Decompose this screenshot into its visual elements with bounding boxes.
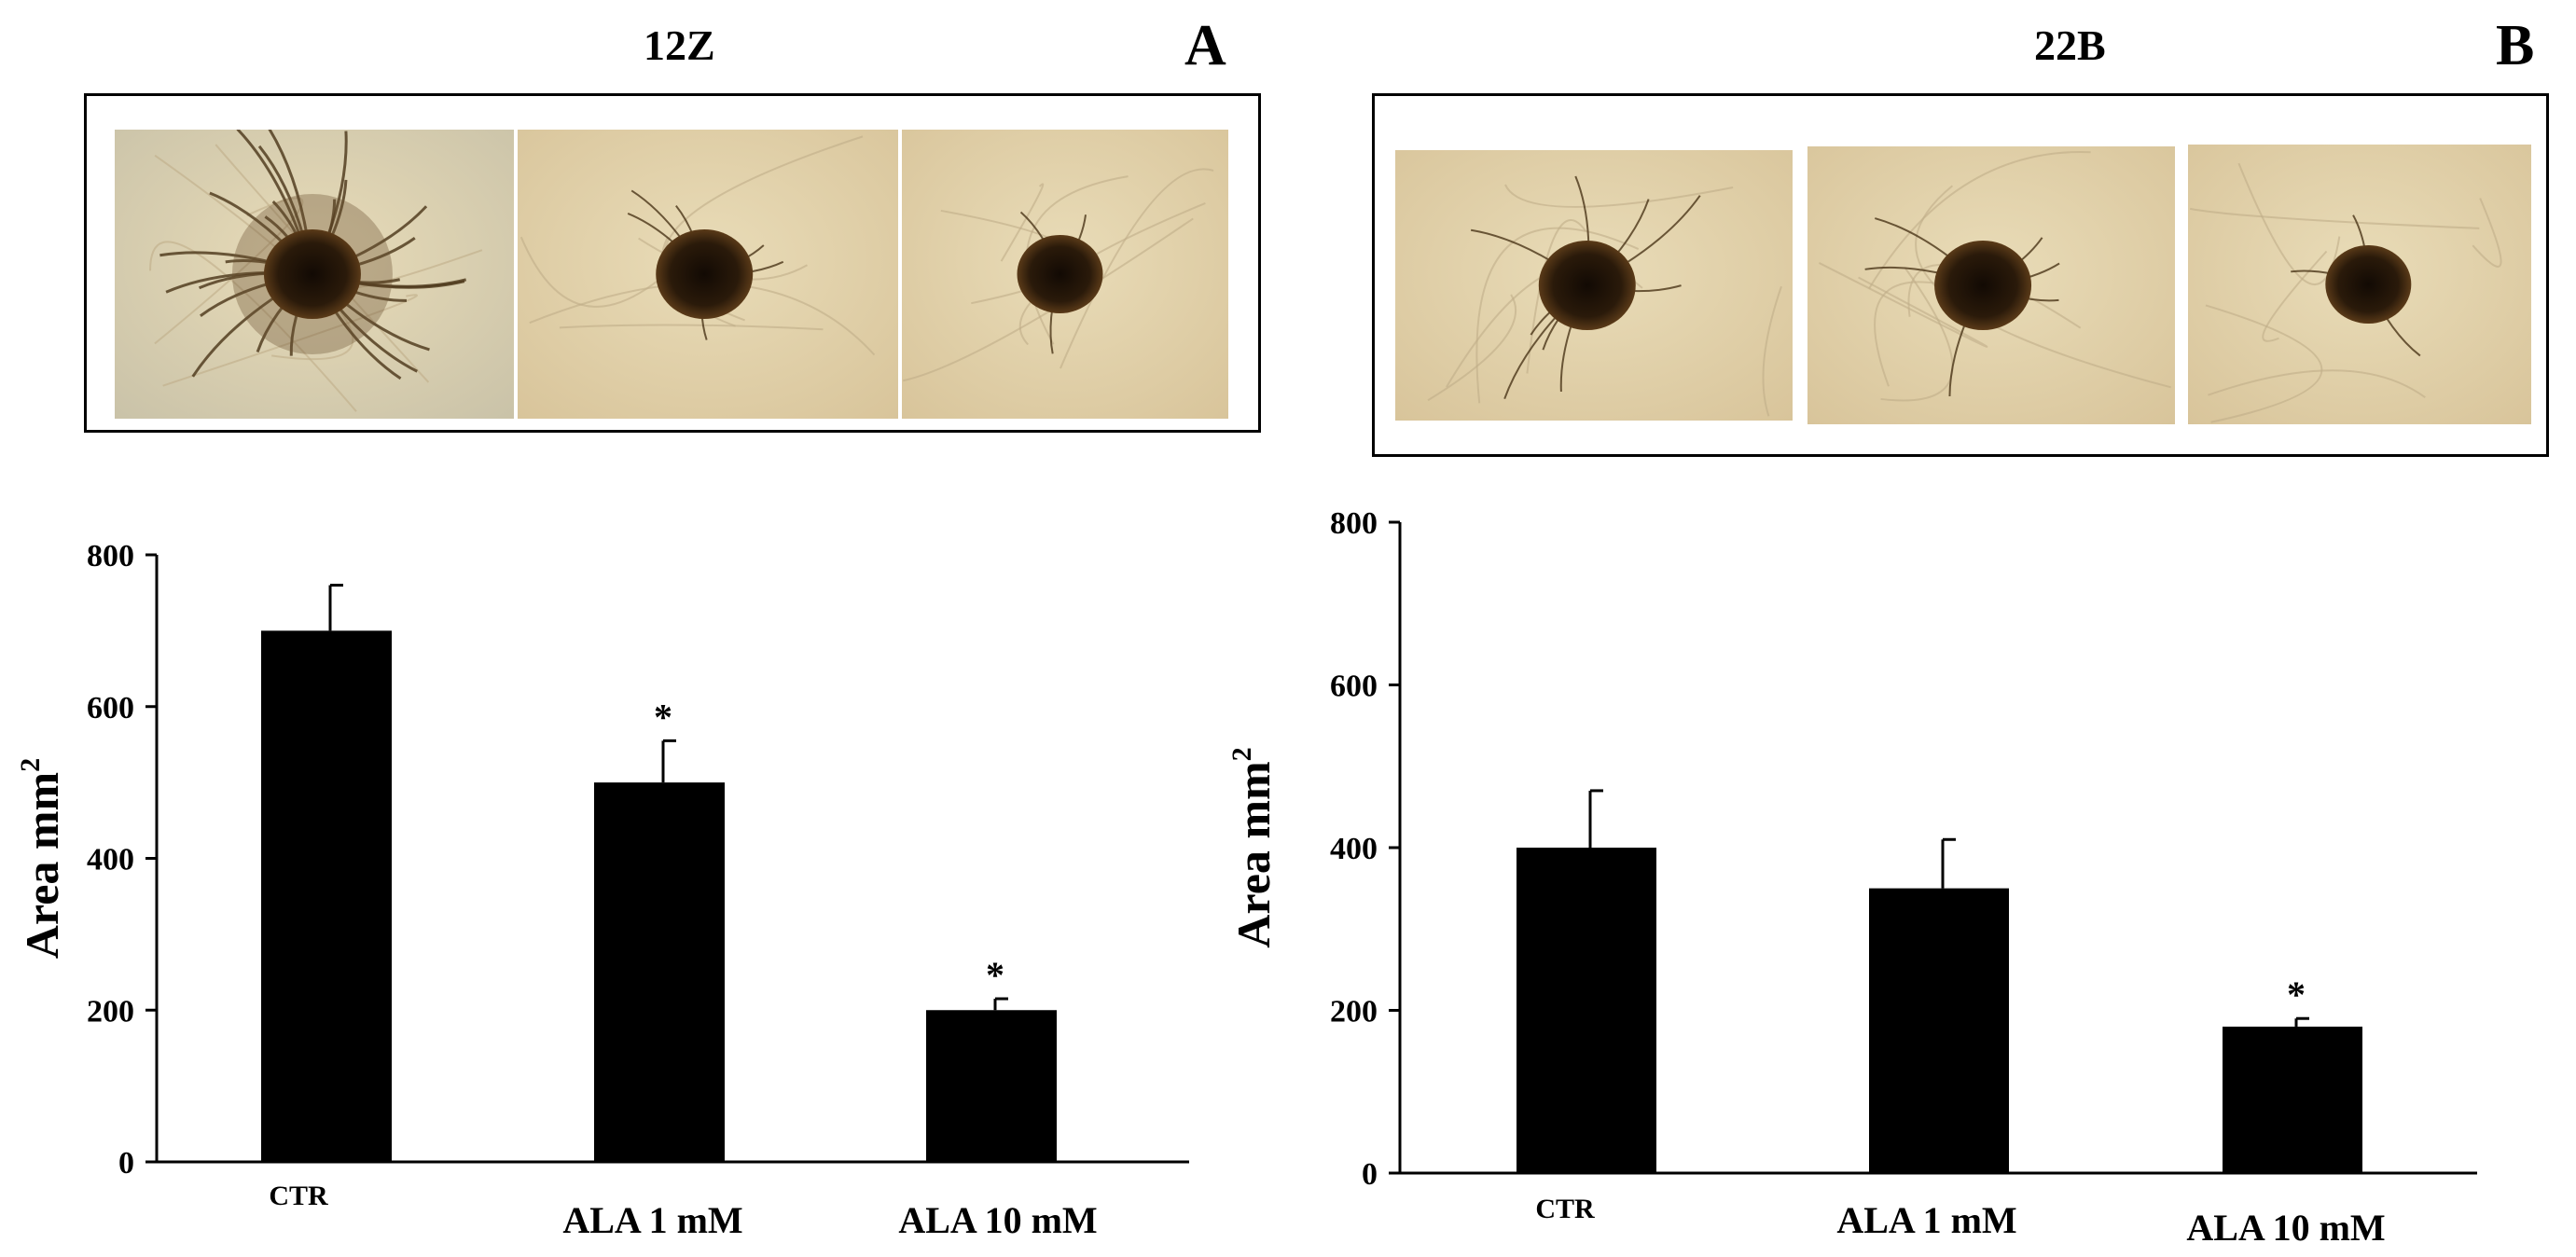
bar: [926, 1010, 1057, 1162]
panel-letter: A: [1184, 14, 1226, 77]
bar-chart-a: 0 200 400 600 800 Area mm2 CTR * ALA 1 mM * ALA 10…: [15, 539, 1189, 1241]
x-category-label: ALA 10 mM: [898, 1199, 1097, 1241]
x-category-label: ALA 10 mM: [2186, 1207, 2385, 1249]
y-axis-label: Area mm2: [15, 758, 68, 959]
bar: [2223, 1026, 2362, 1173]
x-category-label: ALA 1 mM: [1836, 1199, 2016, 1241]
y-axis-label: Area mm2: [1226, 747, 1280, 947]
bar-chart-b: 0 200 400 600 800 Area mm2 CTR ALA 1 mM * ALA 10 …: [1226, 506, 2477, 1249]
x-category-label: ALA 1 mM: [562, 1199, 742, 1241]
panel-letter: B: [2496, 14, 2535, 77]
significance-marker: *: [986, 954, 1004, 996]
bar: [1517, 848, 1656, 1173]
y-tick-label: 800: [1330, 506, 1378, 541]
x-category-label: CTR: [1535, 1194, 1595, 1224]
panel-b: 22B B 0 200 400 600 800 Area mm2 CTR ALA 1 mM * A…: [1226, 0, 2576, 1257]
bar: [261, 630, 392, 1162]
y-tick-label: 400: [1330, 832, 1378, 866]
y-tick-label: 600: [87, 691, 134, 725]
y-tick-label: 600: [1330, 670, 1378, 704]
micrograph-12z-ctr: [115, 130, 514, 419]
bar: [594, 782, 725, 1162]
y-tick-label: 0: [118, 1146, 134, 1181]
significance-marker: *: [2287, 974, 2306, 1015]
micrograph-22b-ctr: [1395, 150, 1793, 421]
y-tick-label: 0: [1362, 1157, 1378, 1192]
y-tick-label: 800: [87, 539, 134, 573]
micrograph-12z-ala-10mm: [902, 130, 1228, 419]
micrograph-22b-ala-10mm: [2188, 145, 2531, 424]
x-category-label: CTR: [269, 1181, 328, 1211]
y-tick-label: 200: [87, 994, 134, 1029]
micrograph-22b-ala-1mm: [1807, 146, 2175, 424]
panel-title: 22B: [2034, 21, 2106, 69]
significance-marker: *: [654, 696, 672, 738]
micrograph-strip: [84, 93, 1261, 433]
y-tick-label: 400: [87, 843, 134, 877]
panel-title: 12Z: [644, 21, 715, 69]
y-tick-label: 200: [1330, 995, 1378, 1029]
micrograph-strip: [1372, 93, 2549, 457]
bar: [1869, 888, 2009, 1173]
panel-a: 12Z A 0 200 400 600 800 Area mm2 CTR * ALA 1 mM *…: [15, 14, 1261, 1241]
micrograph-12z-ala-1mm: [518, 130, 898, 419]
